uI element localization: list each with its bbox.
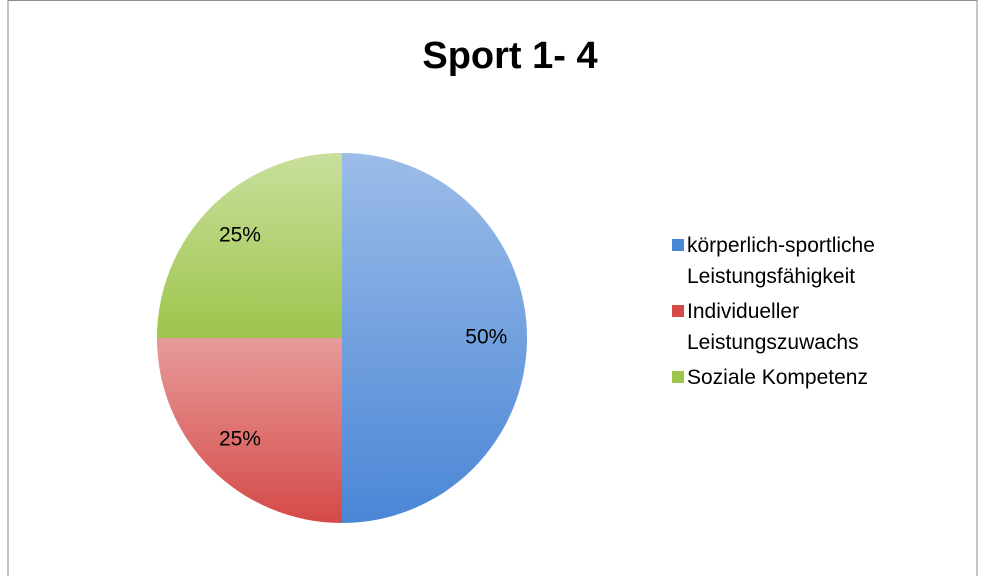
legend-swatch [672,239,684,251]
slice-shade [157,153,342,338]
slice-shade [157,338,342,523]
chart-title: Sport 1- 4 [422,35,597,77]
legend-label: Soziale Kompetenz [687,366,868,389]
legend-label: körperlich-sportliche Leistungsfähigkeit [687,234,875,288]
legend-item: Soziale Kompetenz [670,362,960,393]
legend-item: Individueller Leistungszuwachs [670,296,960,358]
data-label: 50% [465,326,507,349]
data-label: 25% [219,224,261,247]
slice-shade [342,153,527,523]
legend-label: Individueller Leistungszuwachs [687,300,859,354]
data-label: 25% [219,428,261,451]
legend-swatch [672,305,684,317]
legend: körperlich-sportliche Leistungsfähigkeit… [670,230,960,397]
legend-swatch [672,371,684,383]
legend-item: körperlich-sportliche Leistungsfähigkeit [670,230,960,292]
